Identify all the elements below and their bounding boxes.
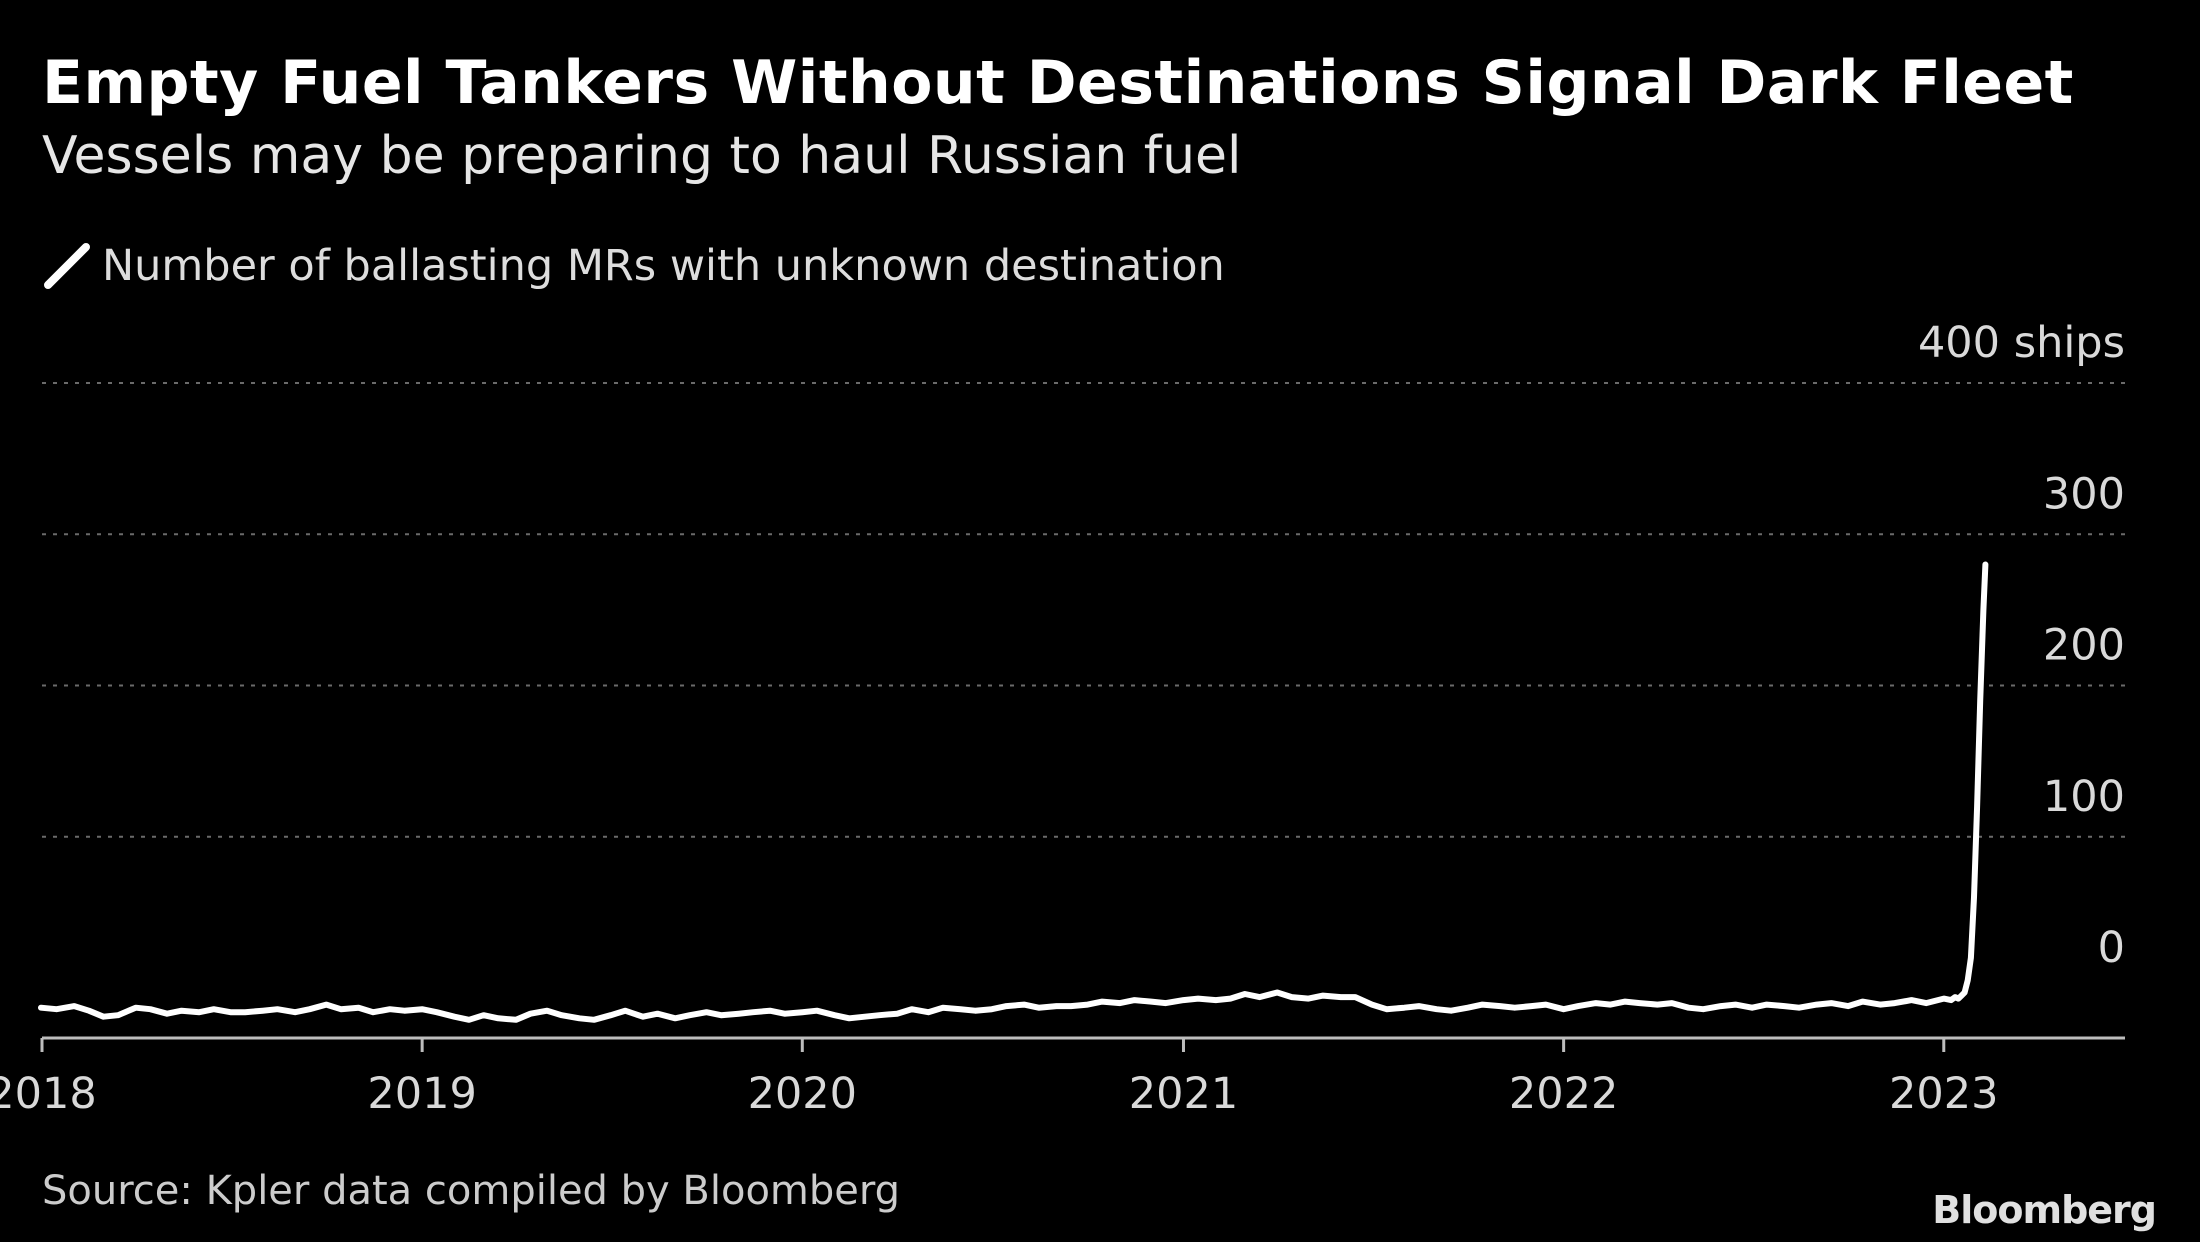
y-tick-label-200: 200	[2043, 621, 2125, 671]
x-tick-label-2018: 2018	[0, 1069, 97, 1119]
chart-title: Empty Fuel Tankers Without Destinations …	[42, 48, 2074, 118]
y-tick-label-0: 0	[2098, 923, 2125, 973]
legend: Number of ballasting MRs with unknown de…	[42, 238, 1225, 294]
series	[38, 561, 1989, 1023]
x-tick-label-2020: 2020	[748, 1069, 857, 1119]
y-tick-label-300: 300	[2043, 469, 2125, 519]
series-line-0	[38, 561, 1989, 1023]
x-tick-label-2021: 2021	[1129, 1069, 1238, 1119]
legend-label: Number of ballasting MRs with unknown de…	[102, 241, 1225, 291]
y-tick-label-100: 100	[2043, 772, 2125, 822]
y-axis-ticks: 0 100 200 300 400 ships	[1918, 318, 2125, 973]
x-tick-label-2023: 2023	[1889, 1069, 1998, 1119]
y-tick-label-400: 400 ships	[1918, 318, 2125, 368]
source-note: Source: Kpler data compiled by Bloomberg	[42, 1168, 901, 1214]
gridlines	[42, 382, 2125, 838]
x-tick-label-2022: 2022	[1509, 1069, 1618, 1119]
bloomberg-logo: Bloomberg	[1932, 1188, 2157, 1232]
legend-line-icon	[44, 243, 90, 289]
x-axis-ticks: 2018 2019 2020 2021 2022 2023	[0, 1038, 1998, 1119]
x-tick-label-2019: 2019	[367, 1069, 476, 1119]
chart-subtitle: Vessels may be preparing to haul Russian…	[42, 126, 1242, 186]
